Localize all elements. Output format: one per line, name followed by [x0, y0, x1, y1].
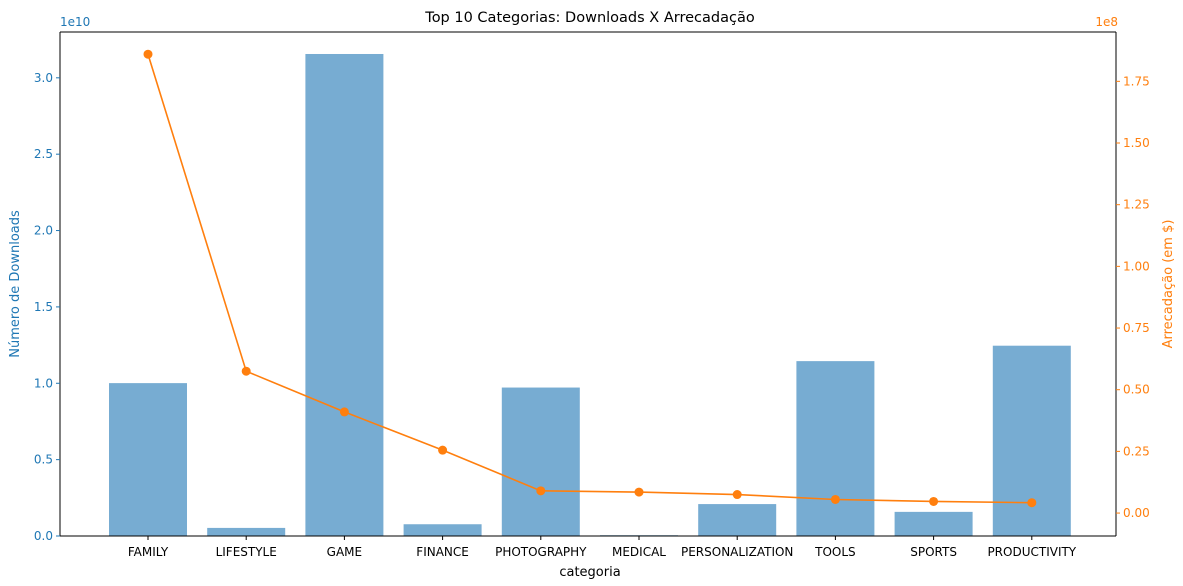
- bar-lifestyle: [207, 527, 286, 536]
- revenue-point-family: [143, 49, 153, 59]
- bar-game: [305, 53, 384, 536]
- left-tick-label: 1.0: [34, 376, 53, 390]
- right-tick-label: 0.50: [1123, 383, 1150, 397]
- right-tick-label: 1.50: [1123, 136, 1150, 150]
- chart-title: Top 10 Categorias: Downloads X Arrecadaç…: [424, 10, 755, 26]
- bar-family: [109, 383, 187, 536]
- left-tick-label: 2.0: [34, 224, 53, 238]
- x-tick-label: MEDICAL: [612, 545, 666, 559]
- x-axis-ticks: FAMILY LIFESTYLE GAME FINANCE PHOTOGRAPHY MED…: [128, 536, 1077, 559]
- revenue-point-finance: [438, 445, 448, 455]
- revenue-point-productivity: [1027, 498, 1037, 508]
- revenue-point-game: [339, 407, 349, 417]
- x-tick-label: PERSONALIZATION: [681, 545, 793, 559]
- bar-finance: [403, 524, 482, 536]
- right-tick-label: 0.75: [1123, 321, 1150, 335]
- right-tick-label: 1.00: [1123, 259, 1150, 273]
- downloads-bars: [109, 53, 1071, 537]
- y-axis-label-left: Número de Downloads: [8, 210, 23, 358]
- left-tick-label: 3.0: [34, 71, 53, 85]
- bar-tools: [796, 361, 875, 536]
- bar-sports: [894, 511, 973, 536]
- revenue-point-sports: [929, 496, 939, 506]
- x-tick-label: FINANCE: [416, 545, 469, 559]
- left-tick-label: 0.5: [34, 453, 53, 467]
- bar-productivity: [992, 345, 1071, 536]
- revenue-point-medical: [634, 487, 644, 497]
- left-tick-label: 2.5: [34, 147, 53, 161]
- right-tick-label: 0.00: [1123, 506, 1150, 520]
- bar-personalization: [698, 504, 777, 536]
- x-axis-label: categoria: [559, 565, 620, 580]
- left-axis-ticks: 0.0 0.5 1.0 1.5 2.0 2.5 3.0: [34, 71, 60, 543]
- x-tick-label: TOOLS: [814, 545, 856, 559]
- x-tick-label: PRODUCTIVITY: [987, 545, 1076, 559]
- revenue-point-tools: [830, 494, 840, 504]
- y-axis-label-right: Arrecadação (em $): [1161, 220, 1176, 349]
- left-axis-multiplier: 1e10: [60, 15, 90, 29]
- right-tick-label: 1.75: [1123, 74, 1150, 88]
- bar-photography: [501, 387, 580, 536]
- revenue-line-path: [147, 53, 1032, 504]
- revenue-line: [143, 49, 1037, 508]
- right-axis-multiplier: 1e8: [1095, 15, 1118, 29]
- right-tick-label: 0.25: [1123, 444, 1150, 458]
- right-tick-label: 1.25: [1123, 198, 1150, 212]
- x-tick-label: FAMILY: [128, 545, 169, 559]
- x-tick-label: SPORTS: [910, 545, 957, 559]
- right-axis-ticks: 0.00 0.25 0.50 0.75 1.00 1.25 1.50 1.75: [1116, 74, 1150, 520]
- revenue-point-photography: [536, 486, 546, 496]
- revenue-point-personalization: [732, 490, 742, 500]
- left-tick-label: 0.0: [34, 529, 53, 543]
- revenue-point-lifestyle: [241, 366, 251, 376]
- x-tick-label: LIFESTYLE: [216, 545, 277, 559]
- x-tick-label: GAME: [327, 545, 362, 559]
- left-tick-label: 1.5: [34, 300, 53, 314]
- x-tick-label: PHOTOGRAPHY: [495, 545, 587, 559]
